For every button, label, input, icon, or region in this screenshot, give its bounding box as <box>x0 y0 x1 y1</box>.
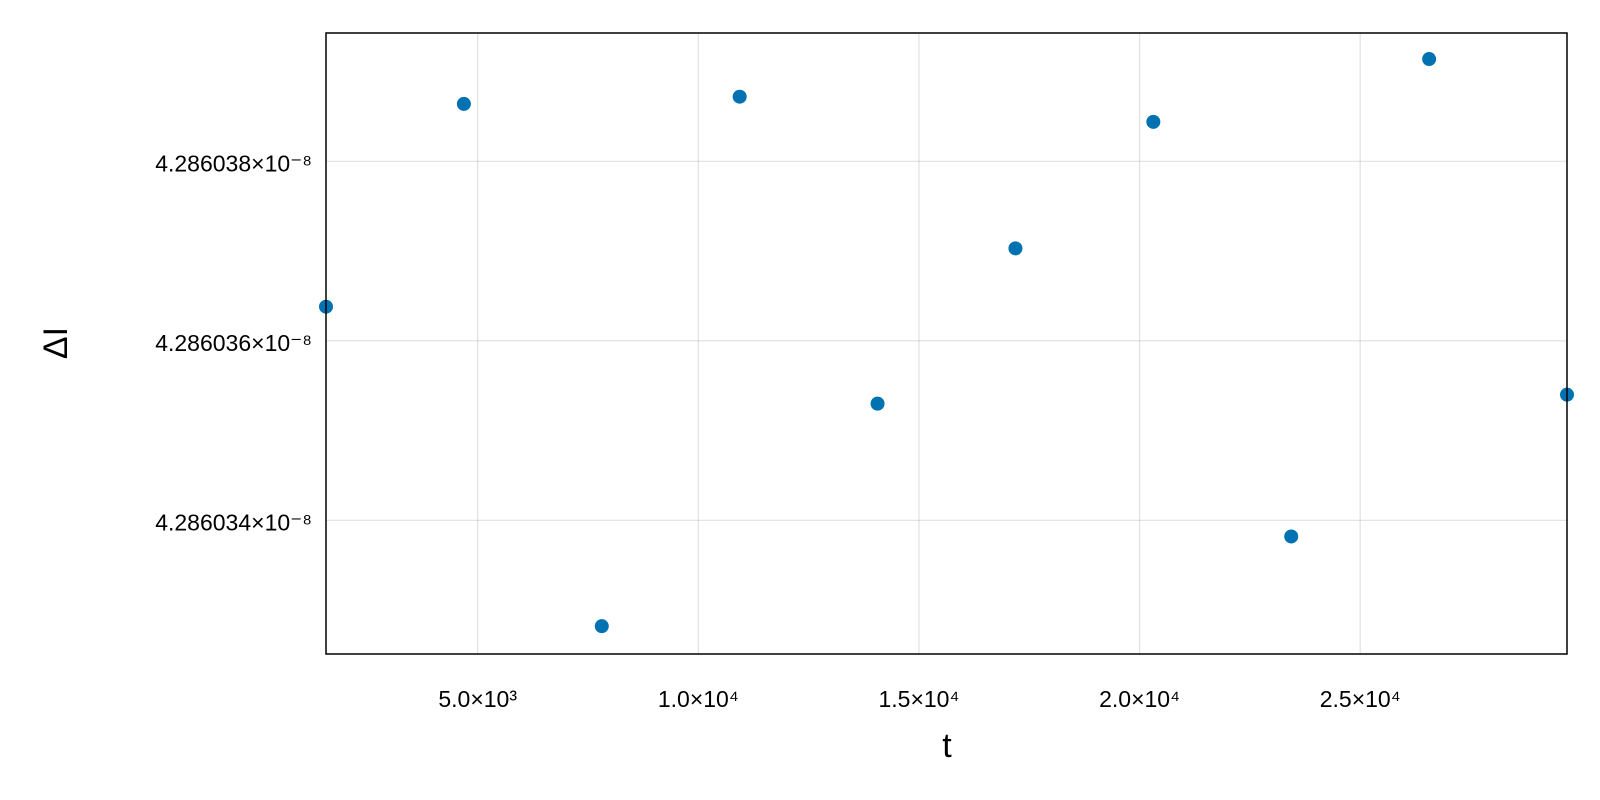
scatter-point <box>594 619 609 634</box>
scatter-point <box>1284 529 1299 544</box>
y-tick-label: 4.286038×10⁻⁸ <box>155 150 312 176</box>
x-tick-label: 2.0×10⁴ <box>1099 686 1180 712</box>
x-tick-label: 2.5×10⁴ <box>1320 686 1401 712</box>
y-tick-label: 4.286034×10⁻⁸ <box>155 509 312 535</box>
scatter-point <box>456 96 471 111</box>
x-tick-label: 1.5×10⁴ <box>878 686 959 712</box>
plot-frame <box>325 32 1568 655</box>
scatter-point <box>1008 241 1023 256</box>
scatter-point <box>1422 52 1437 67</box>
scatter-point <box>870 396 885 411</box>
grid-layer <box>326 33 1567 654</box>
y-tick-label: 4.286036×10⁻⁸ <box>155 330 312 356</box>
x-tick-label: 1.0×10⁴ <box>658 686 739 712</box>
x-axis-title: t <box>942 727 952 765</box>
x-tick-label: 5.0×10³ <box>438 686 517 712</box>
scatter-point <box>1146 114 1161 129</box>
scatter-point <box>732 89 747 104</box>
y-axis-title: ΔI <box>37 327 75 359</box>
mark-layer <box>319 52 1574 634</box>
